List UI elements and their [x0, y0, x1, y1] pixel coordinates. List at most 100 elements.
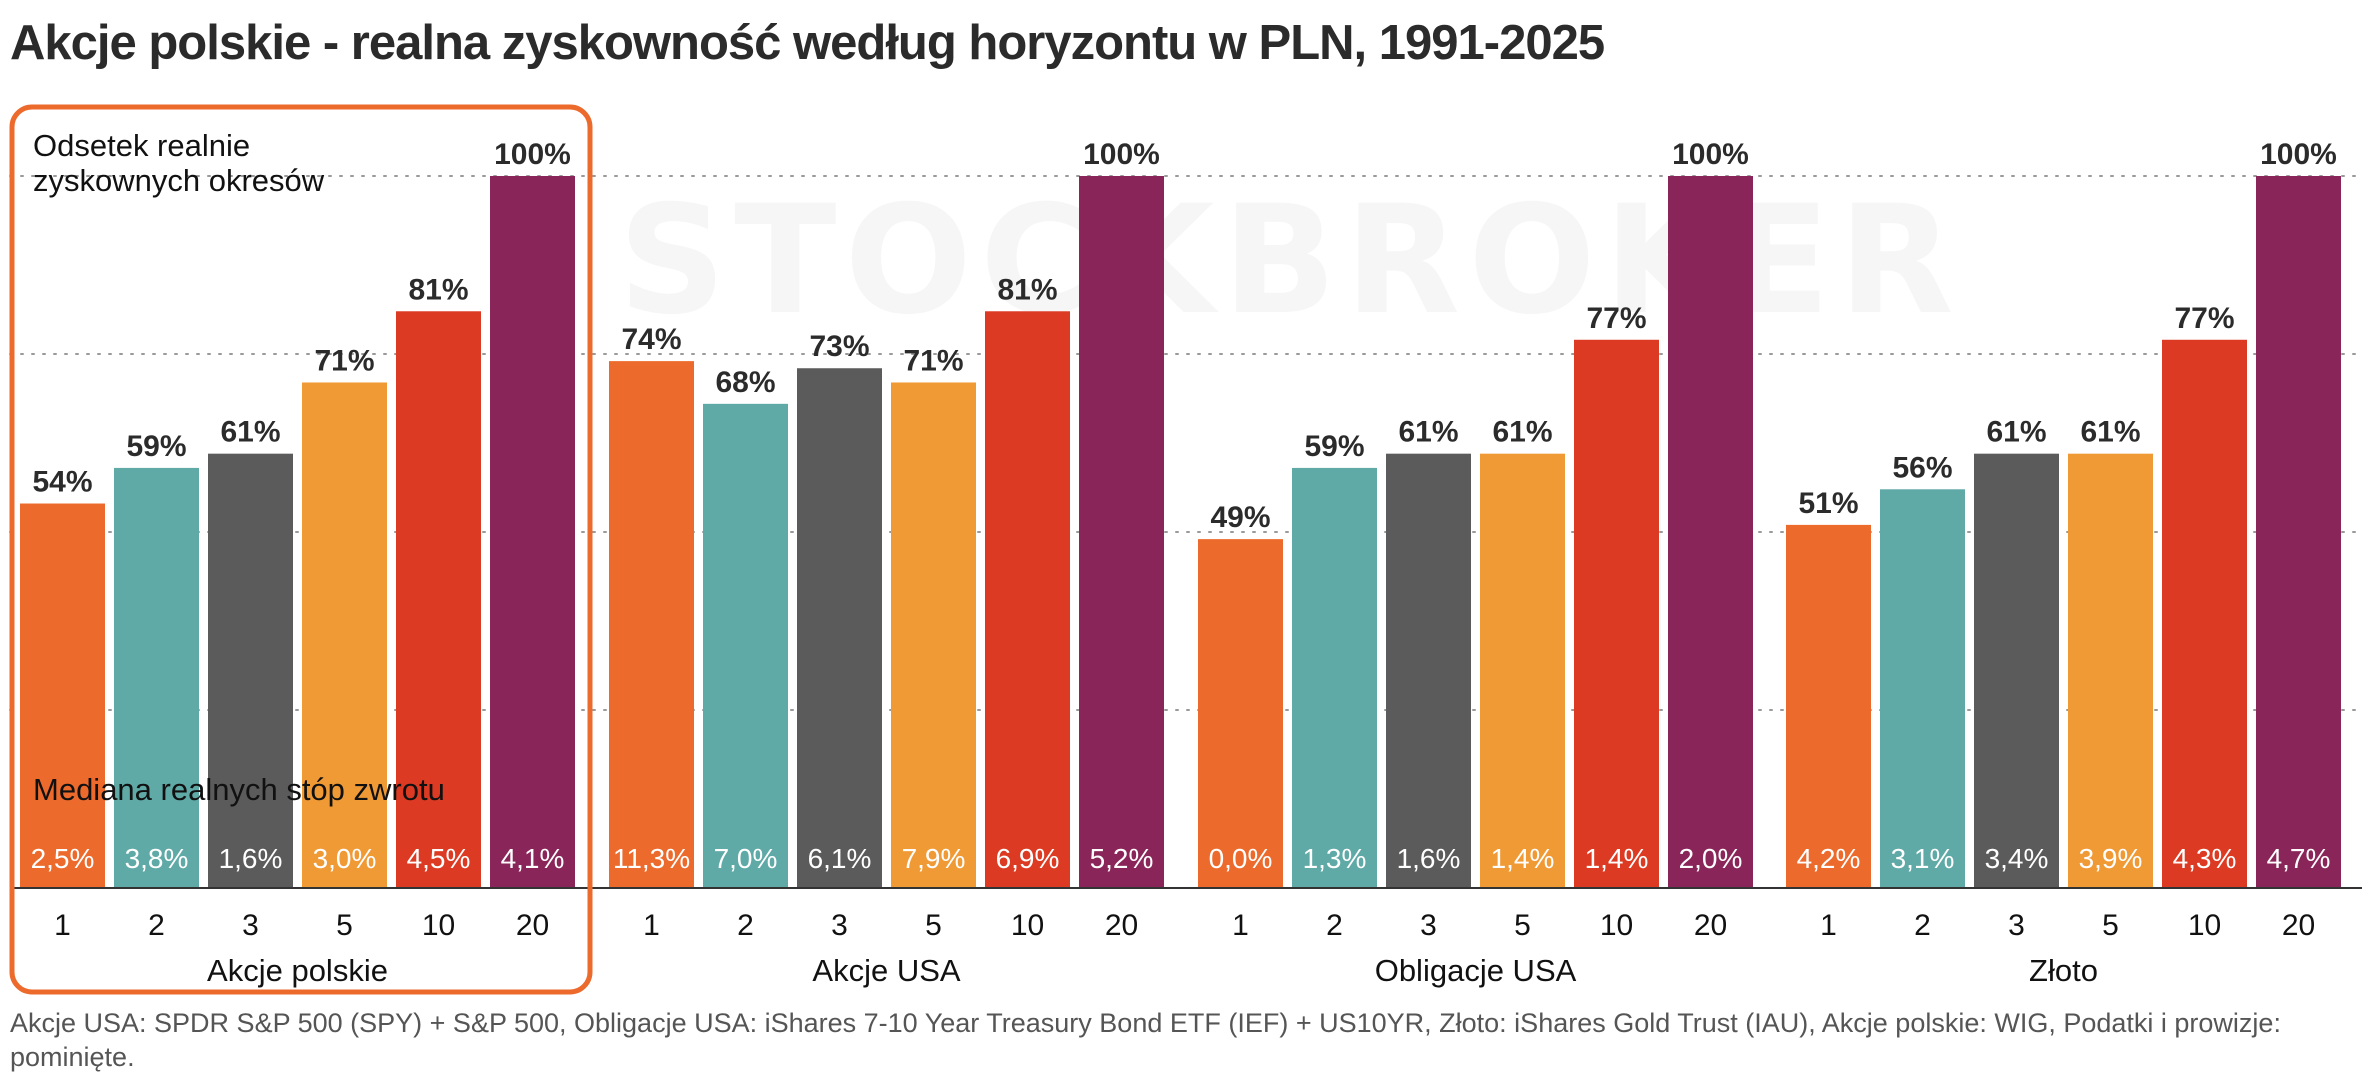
bar	[1880, 489, 1965, 888]
median-value-label: 3,9%	[2079, 843, 2143, 874]
share-data-label: 59%	[126, 430, 186, 463]
median-value-label: 1,4%	[1491, 843, 1555, 874]
share-data-label: 81%	[408, 273, 468, 306]
bar	[1786, 524, 1871, 888]
highlight-frame	[9, 104, 593, 995]
watermark: STOCKBROKER	[618, 174, 1962, 348]
median-value-label: 2,0%	[1679, 843, 1743, 874]
median-value-label: 4,1%	[501, 843, 565, 874]
group-label: Akcje polskie	[207, 953, 388, 988]
x-tick-label: 5	[1514, 909, 1531, 942]
x-tick-label: 2	[1914, 909, 1931, 942]
bar	[1974, 453, 2059, 888]
bar	[490, 176, 575, 888]
labels: 54% 2,5% 1 59% 3,8% 2 61% 1,6% 3 71% 3,0% 5 81% 4,5% 1…	[31, 138, 2337, 988]
share-data-label: 68%	[715, 366, 775, 399]
share-data-label: 56%	[1892, 451, 1952, 484]
share-data-label: 73%	[809, 330, 869, 363]
bar	[2256, 176, 2341, 888]
share-data-label: 71%	[903, 344, 963, 377]
x-tick-label: 3	[1420, 909, 1437, 942]
bar	[2162, 339, 2247, 888]
share-data-label: 71%	[314, 344, 374, 377]
x-tick-label: 10	[422, 909, 455, 942]
share-data-label: 59%	[1304, 430, 1364, 463]
median-value-label: 4,2%	[1797, 843, 1861, 874]
x-tick-label: 2	[148, 909, 165, 942]
share-data-label: 49%	[1210, 501, 1270, 534]
x-tick-label: 5	[336, 909, 353, 942]
bar	[208, 453, 293, 888]
x-tick-label: 20	[1105, 909, 1138, 942]
share-data-label: 100%	[1083, 138, 1160, 171]
median-value-label: 1,6%	[1397, 843, 1461, 874]
x-tick-label: 5	[2102, 909, 2119, 942]
x-tick-label: 1	[1820, 909, 1837, 942]
x-tick-label: 3	[2008, 909, 2025, 942]
x-tick-label: 5	[925, 909, 942, 942]
bar	[2068, 453, 2153, 888]
x-tick-label: 3	[242, 909, 259, 942]
median-value-label: 1,6%	[219, 843, 283, 874]
bar	[1386, 453, 1471, 888]
median-value-label: 4,5%	[407, 843, 471, 874]
median-value-label: 1,4%	[1585, 843, 1649, 874]
median-value-label: 3,8%	[125, 843, 189, 874]
share-data-label: 81%	[997, 273, 1057, 306]
share-data-label: 74%	[621, 323, 681, 356]
x-tick-label: 2	[1326, 909, 1343, 942]
share-data-label: 61%	[1398, 416, 1458, 449]
bar	[396, 311, 481, 888]
bar	[1292, 467, 1377, 888]
share-data-label: 77%	[2174, 302, 2234, 335]
x-tick-label: 20	[1694, 909, 1727, 942]
chart-title: Akcje polskie - realna zyskowność według…	[10, 16, 1605, 70]
bar	[114, 467, 199, 888]
bar	[1574, 339, 1659, 888]
bars	[20, 176, 2341, 888]
share-data-label: 61%	[2080, 416, 2140, 449]
median-value-label: 11,3%	[613, 843, 690, 874]
group-label: Obligacje USA	[1375, 953, 1577, 988]
gridlines	[9, 175, 2363, 711]
x-tick-label: 20	[516, 909, 549, 942]
group-label: Akcje USA	[812, 953, 960, 988]
share-data-label: 77%	[1586, 302, 1646, 335]
bar	[609, 361, 694, 888]
bar	[1198, 539, 1283, 888]
x-tick-label: 10	[1600, 909, 1633, 942]
x-tick-label: 10	[1011, 909, 1044, 942]
x-tick-label: 1	[1232, 909, 1249, 942]
median-value-label: 0,0%	[1209, 843, 1273, 874]
bar	[302, 382, 387, 888]
bar	[1668, 176, 1753, 888]
share-data-label: 51%	[1798, 487, 1858, 520]
top-label-line2: zyskownych okresów	[33, 163, 325, 198]
share-data-label: 61%	[220, 416, 280, 449]
share-data-label: 61%	[1986, 416, 2046, 449]
median-value-label: 4,3%	[2173, 843, 2237, 874]
share-data-label: 54%	[32, 466, 92, 499]
median-value-label: 3,1%	[1891, 843, 1955, 874]
share-data-label: 61%	[1492, 416, 1552, 449]
footnote: Akcje USA: SPDR S&P 500 (SPY) + S&P 500,…	[10, 1008, 2281, 1072]
x-tick-label: 20	[2282, 909, 2315, 942]
median-value-label: 7,9%	[902, 843, 966, 874]
median-value-label: 7,0%	[714, 843, 778, 874]
share-data-label: 100%	[494, 138, 571, 171]
median-value-label: 5,2%	[1090, 843, 1154, 874]
share-data-label: 100%	[2260, 138, 2337, 171]
bar-chart: STOCKBROKER 54% 2,5% 1 59% 3,8% 2 61% 1,6% 3 71% 3…	[9, 104, 2363, 995]
bar	[985, 311, 1070, 888]
bar	[891, 382, 976, 888]
median-value-label: 6,1%	[808, 843, 872, 874]
x-tick-label: 10	[2188, 909, 2221, 942]
x-tick-label: 2	[737, 909, 754, 942]
bar	[797, 368, 882, 888]
median-value-label: 3,0%	[313, 843, 377, 874]
x-tick-label: 1	[643, 909, 660, 942]
median-value-label: 6,9%	[996, 843, 1060, 874]
bar	[703, 403, 788, 888]
bar	[1480, 453, 1565, 888]
x-tick-label: 3	[831, 909, 848, 942]
